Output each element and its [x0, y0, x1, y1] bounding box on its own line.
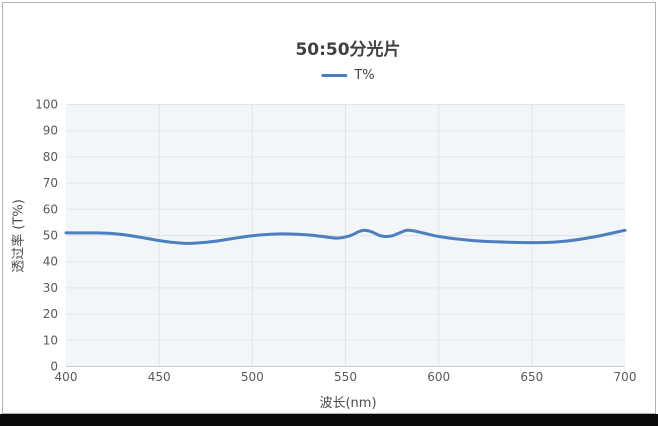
line-plot-area[interactable]: 0 10 20 30 40 50 60 70 80 90 100 400 450 500 550 600 650…	[3, 3, 657, 413]
x-tick-label: 550	[334, 370, 357, 384]
y-axis-title: 透过率 (T%)	[11, 199, 27, 273]
x-tick-label: 450	[148, 370, 171, 384]
y-tick-label: 80	[43, 150, 58, 164]
legend-line-swatch	[321, 74, 348, 77]
x-tick-label: 400	[55, 370, 78, 384]
y-tick-label: 10	[43, 333, 58, 347]
x-tick-label: 700	[614, 370, 637, 384]
bottom-black-bar	[0, 414, 658, 426]
y-tick-label: 60	[43, 202, 58, 216]
y-tick-label: 0	[50, 360, 58, 374]
y-tick-label: 70	[43, 176, 58, 190]
x-axis-title: 波长(nm)	[319, 396, 377, 411]
y-tick-label: 100	[35, 98, 58, 112]
chart-title: 50:50分光片	[295, 40, 401, 60]
y-tick-label: 50	[43, 229, 58, 243]
legend-label: T%	[354, 68, 375, 83]
transmittance-line-series[interactable]	[64, 228, 627, 245]
legend-item-t-percent[interactable]: T%	[321, 68, 375, 83]
y-tick-label: 20	[43, 307, 58, 321]
x-tick-label: 500	[241, 370, 264, 384]
x-tick-label: 650	[520, 370, 543, 384]
x-tick-label: 600	[427, 370, 450, 384]
chart-window: 50:50分光片 T% 0 10 20 30 40 50 60 70 80 90 100 400 450…	[2, 2, 656, 414]
y-tick-label: 90	[43, 124, 58, 138]
y-tick-label: 40	[43, 255, 58, 269]
y-tick-label: 30	[43, 281, 58, 295]
